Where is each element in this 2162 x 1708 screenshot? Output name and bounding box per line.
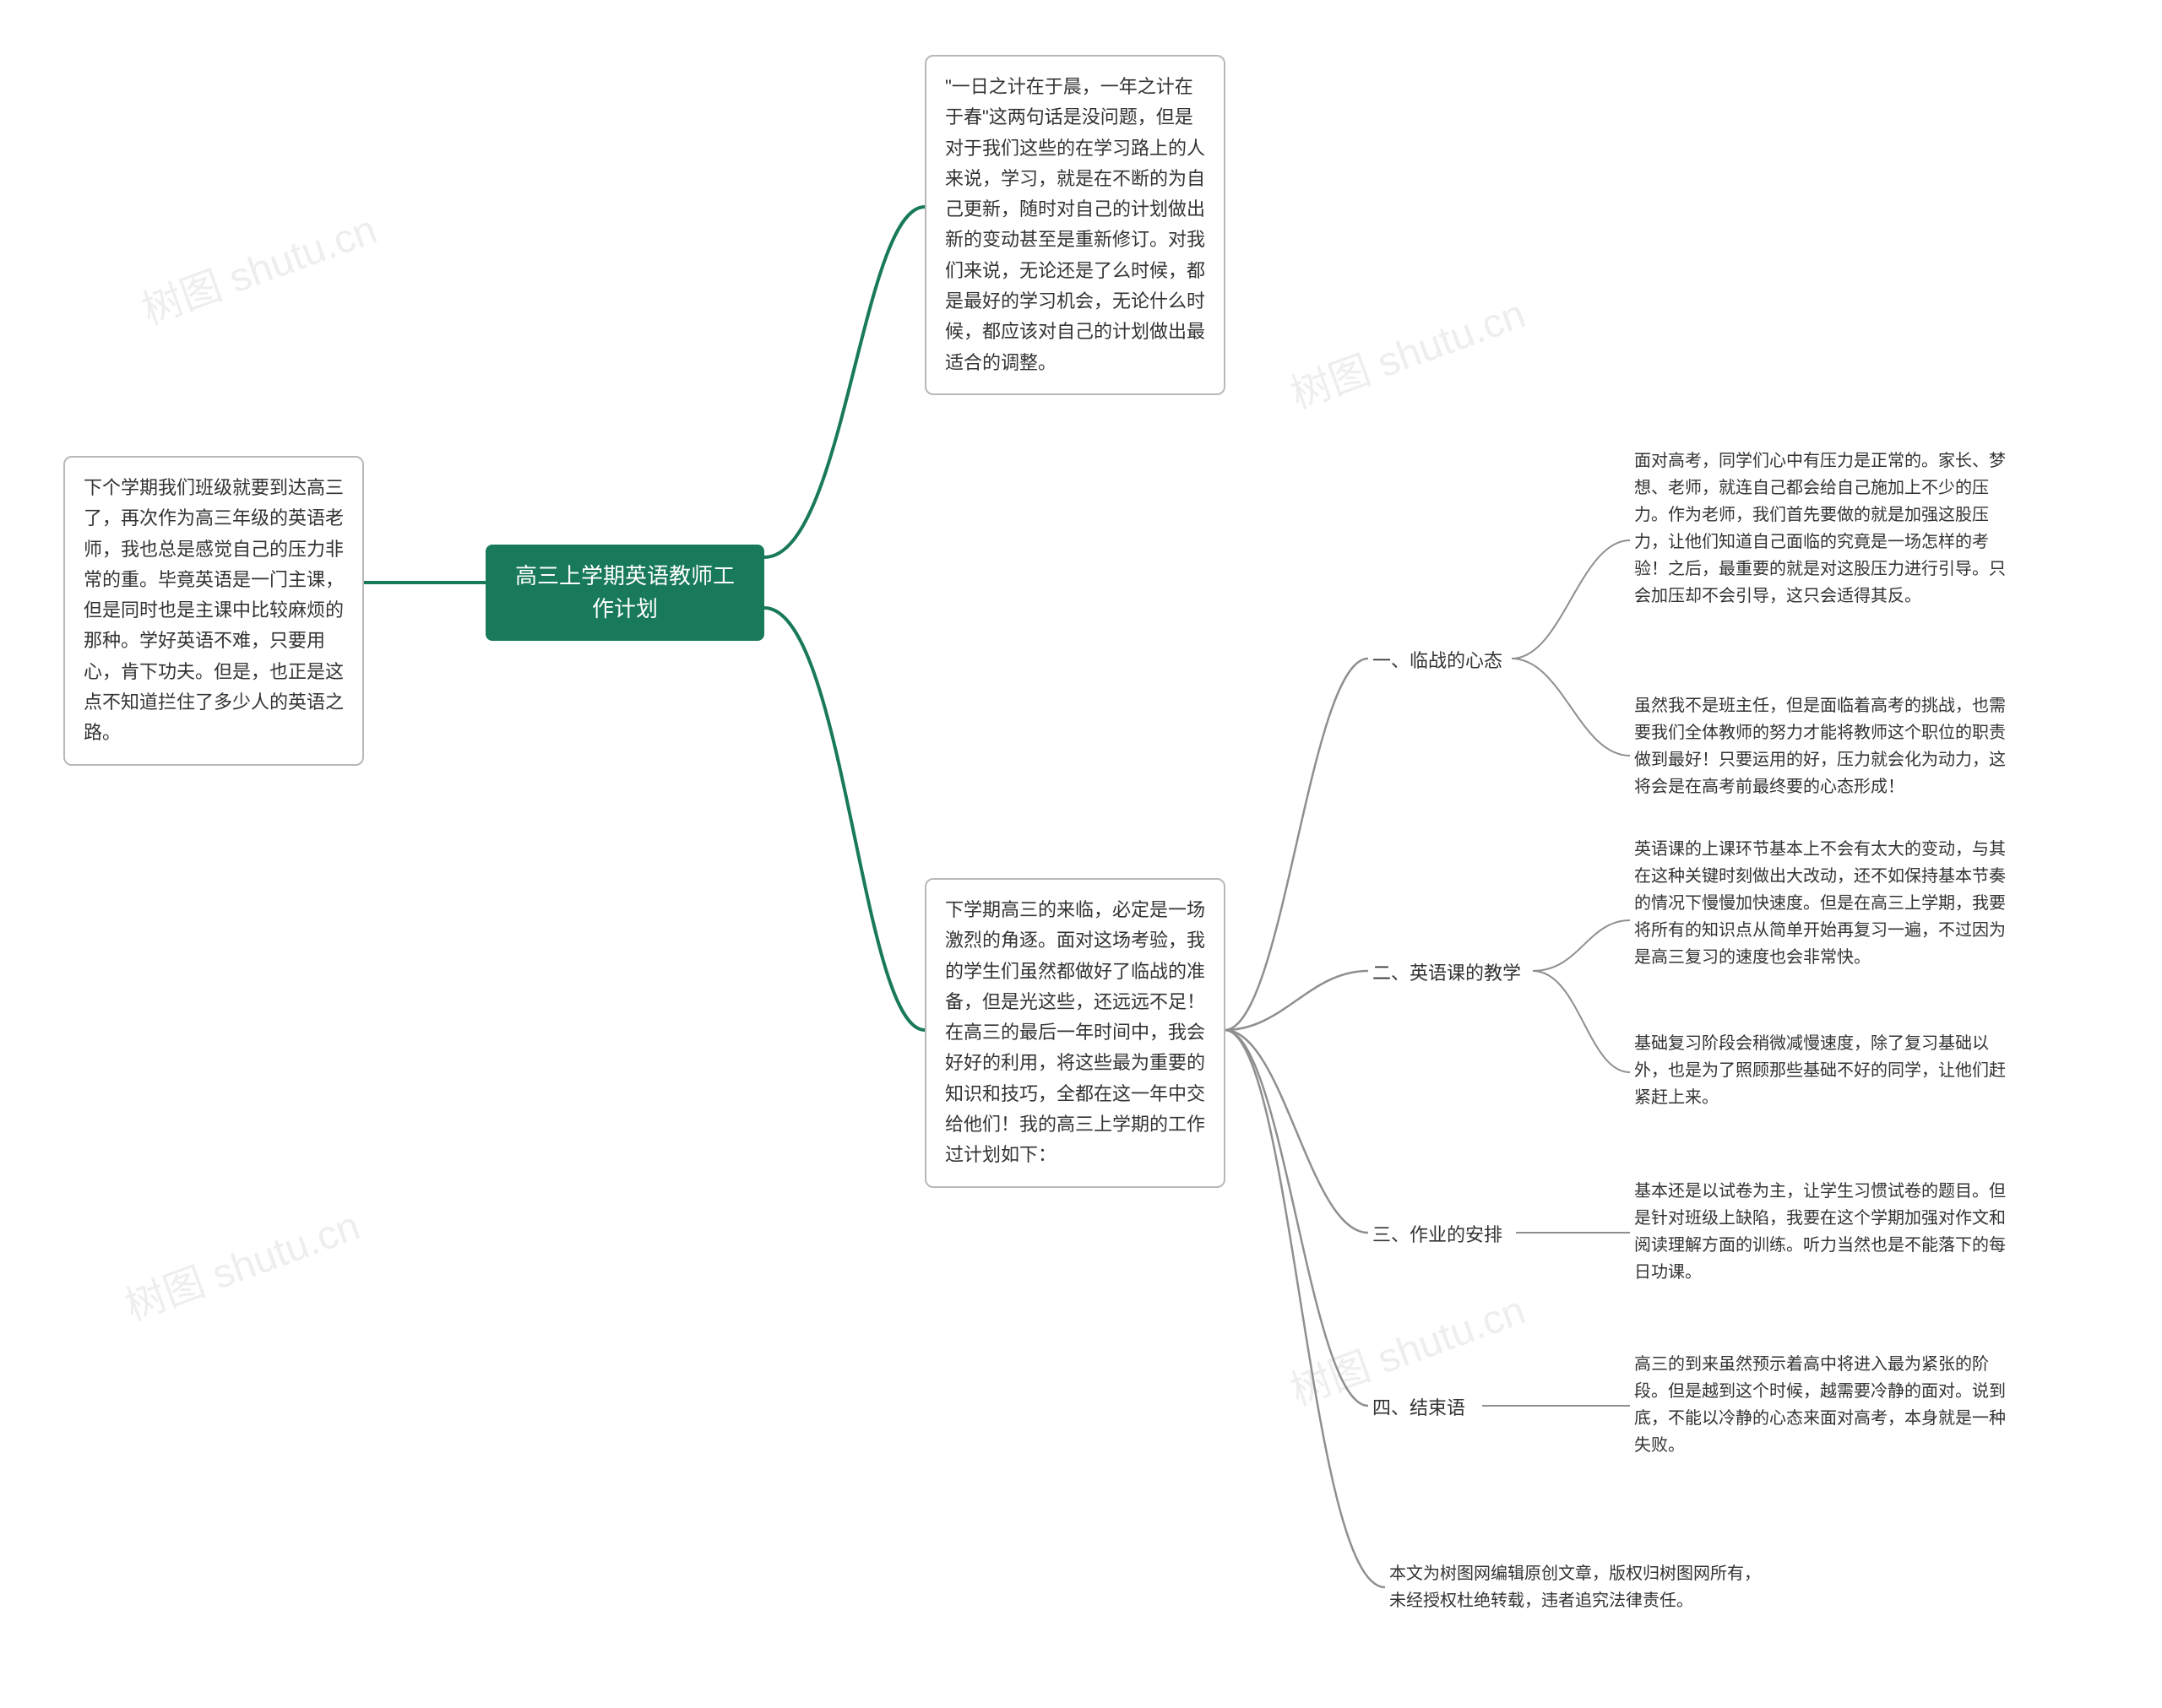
section-3-leaf: 基本还是以试卷为主，让学生习惯试卷的题目。但是针对班级上缺陷，我要在这个学期加强… (1634, 1178, 2006, 1286)
section-3-title: 三、作业的安排 (1372, 1220, 1502, 1250)
section-2-leaf-b: 基础复习阶段会稍微减慢速度，除了复习基础以外，也是为了照顾那些基础不好的同学，让… (1634, 1030, 2006, 1111)
section-2-leaf-a: 英语课的上课环节基本上不会有太大的变动，与其在这种关键时刻做出大改动，还不如保持… (1634, 836, 2006, 971)
section-4-leaf: 高三的到来虽然预示着高中将进入最为紧张的阶段。但是越到这个时候，越需要冷静的面对… (1634, 1351, 2006, 1459)
watermark: 树图 shutu.cn (116, 1192, 367, 1331)
root-node[interactable]: 高三上学期英语教师工作计划 (486, 545, 764, 641)
section-2-title: 二、英语课的教学 (1372, 958, 1521, 989)
section-1-title: 一、临战的心态 (1372, 646, 1502, 676)
footer-leaf: 本文为树图网编辑原创文章，版权归树图网所有，未经授权杜绝转载，违者追究法律责任。 (1389, 1560, 1761, 1614)
watermark: 树图 shutu.cn (1281, 280, 1532, 420)
intro-left-box: 下个学期我们班级就要到达高三了，再次作为高三年级的英语老师，我也总是感觉自己的压… (63, 456, 364, 766)
top-right-box: "一日之计在于晨，一年之计在于春"这两句话是没问题，但是对于我们这些的在学习路上… (925, 55, 1225, 395)
section-4-title: 四、结束语 (1372, 1393, 1465, 1423)
section-1-leaf-b: 虽然我不是班主任，但是面临着高考的挑战，也需要我们全体教师的努力才能将教师这个职… (1634, 692, 2006, 800)
section-1-leaf-a: 面对高考，同学们心中有压力是正常的。家长、梦想、老师，就连自己都会给自己施加上不… (1634, 447, 2006, 610)
watermark: 树图 shutu.cn (133, 196, 383, 335)
bottom-right-box: 下学期高三的来临，必定是一场激烈的角逐。面对这场考验，我的学生们虽然都做好了临战… (925, 878, 1225, 1188)
